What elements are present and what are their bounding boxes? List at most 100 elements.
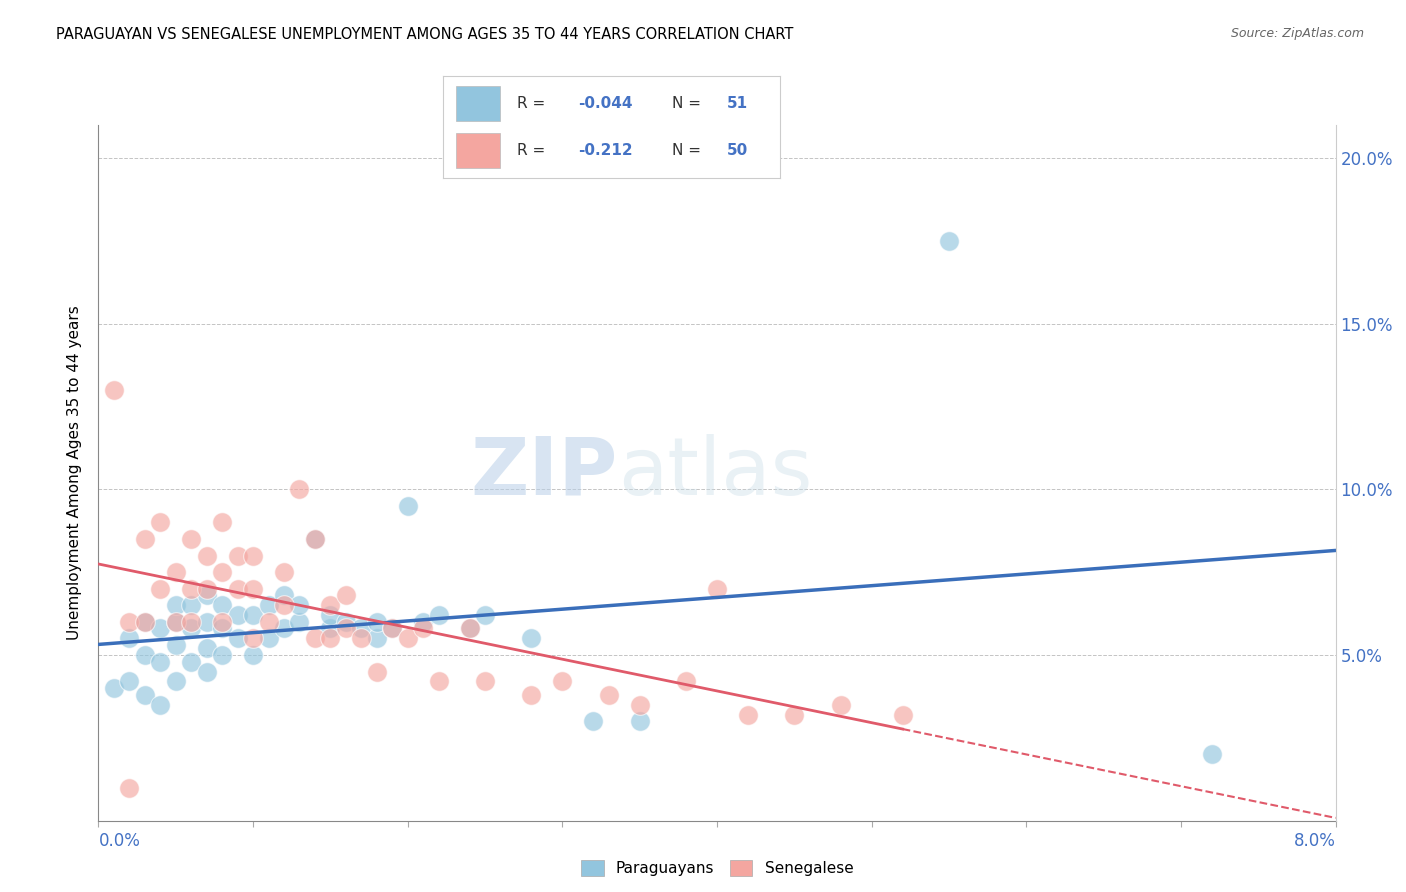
Point [551, 674, 574, 689]
Point [165, 638, 187, 652]
Point [195, 665, 218, 679]
Point [211, 615, 233, 629]
Point [118, 674, 141, 689]
Point [381, 622, 404, 636]
Point [1201, 747, 1223, 762]
Point [396, 499, 419, 513]
Point [938, 234, 960, 248]
Point [195, 582, 218, 596]
Point [366, 632, 388, 646]
Point [830, 698, 852, 712]
Point [226, 549, 249, 563]
FancyBboxPatch shape [457, 133, 501, 168]
Point [319, 608, 342, 623]
Point [180, 655, 202, 669]
Point [103, 681, 125, 695]
Point [134, 615, 156, 629]
Point [226, 632, 249, 646]
Point [165, 674, 187, 689]
Point [366, 615, 388, 629]
Point [118, 615, 141, 629]
Point [891, 707, 914, 722]
Point [412, 615, 434, 629]
Text: -0.044: -0.044 [578, 96, 633, 111]
Point [134, 688, 156, 702]
Point [149, 698, 172, 712]
Point [165, 615, 187, 629]
Point [706, 582, 728, 596]
Point [520, 688, 543, 702]
Point [242, 648, 264, 662]
Point [257, 615, 280, 629]
Point [195, 615, 218, 629]
Point [366, 665, 388, 679]
Point [273, 622, 295, 636]
Text: 51: 51 [727, 96, 748, 111]
Point [195, 549, 218, 563]
Point [319, 632, 342, 646]
Point [149, 622, 172, 636]
Point [273, 588, 295, 602]
Point [288, 483, 311, 497]
Point [118, 780, 141, 795]
Text: R =: R = [517, 144, 546, 158]
Text: PARAGUAYAN VS SENEGALESE UNEMPLOYMENT AMONG AGES 35 TO 44 YEARS CORRELATION CHAR: PARAGUAYAN VS SENEGALESE UNEMPLOYMENT AM… [56, 27, 793, 42]
Point [211, 516, 233, 530]
Point [180, 615, 202, 629]
Point [304, 532, 326, 546]
Point [195, 588, 218, 602]
Point [226, 582, 249, 596]
Point [319, 599, 342, 613]
Point [180, 532, 202, 546]
Point [134, 648, 156, 662]
Point [211, 599, 233, 613]
Point [319, 622, 342, 636]
Text: N =: N = [672, 144, 702, 158]
Point [458, 622, 481, 636]
Point [628, 698, 651, 712]
Point [675, 674, 697, 689]
Point [304, 632, 326, 646]
Point [118, 632, 141, 646]
Point [165, 565, 187, 579]
Point [180, 599, 202, 613]
Point [335, 622, 357, 636]
Point [598, 688, 620, 702]
Text: -0.212: -0.212 [578, 144, 633, 158]
Point [737, 707, 759, 722]
Point [304, 532, 326, 546]
Point [180, 622, 202, 636]
Text: ZIP: ZIP [471, 434, 619, 512]
Point [335, 615, 357, 629]
Text: 8.0%: 8.0% [1294, 831, 1336, 850]
Point [242, 608, 264, 623]
Point [427, 674, 450, 689]
Point [350, 622, 373, 636]
Point [242, 632, 264, 646]
FancyBboxPatch shape [457, 87, 501, 121]
Point [211, 565, 233, 579]
Point [381, 622, 404, 636]
Point [520, 632, 543, 646]
Text: N =: N = [672, 96, 702, 111]
Point [257, 632, 280, 646]
Point [257, 599, 280, 613]
Point [165, 599, 187, 613]
Point [180, 582, 202, 596]
Point [103, 383, 125, 397]
Point [396, 632, 419, 646]
Point [474, 674, 496, 689]
Text: atlas: atlas [619, 434, 813, 512]
Text: R =: R = [517, 96, 546, 111]
Text: Source: ZipAtlas.com: Source: ZipAtlas.com [1230, 27, 1364, 40]
Point [134, 532, 156, 546]
Point [427, 608, 450, 623]
Point [350, 632, 373, 646]
Point [226, 608, 249, 623]
Point [211, 622, 233, 636]
Point [288, 599, 311, 613]
Point [195, 641, 218, 656]
Point [242, 582, 264, 596]
Point [288, 615, 311, 629]
Point [211, 648, 233, 662]
